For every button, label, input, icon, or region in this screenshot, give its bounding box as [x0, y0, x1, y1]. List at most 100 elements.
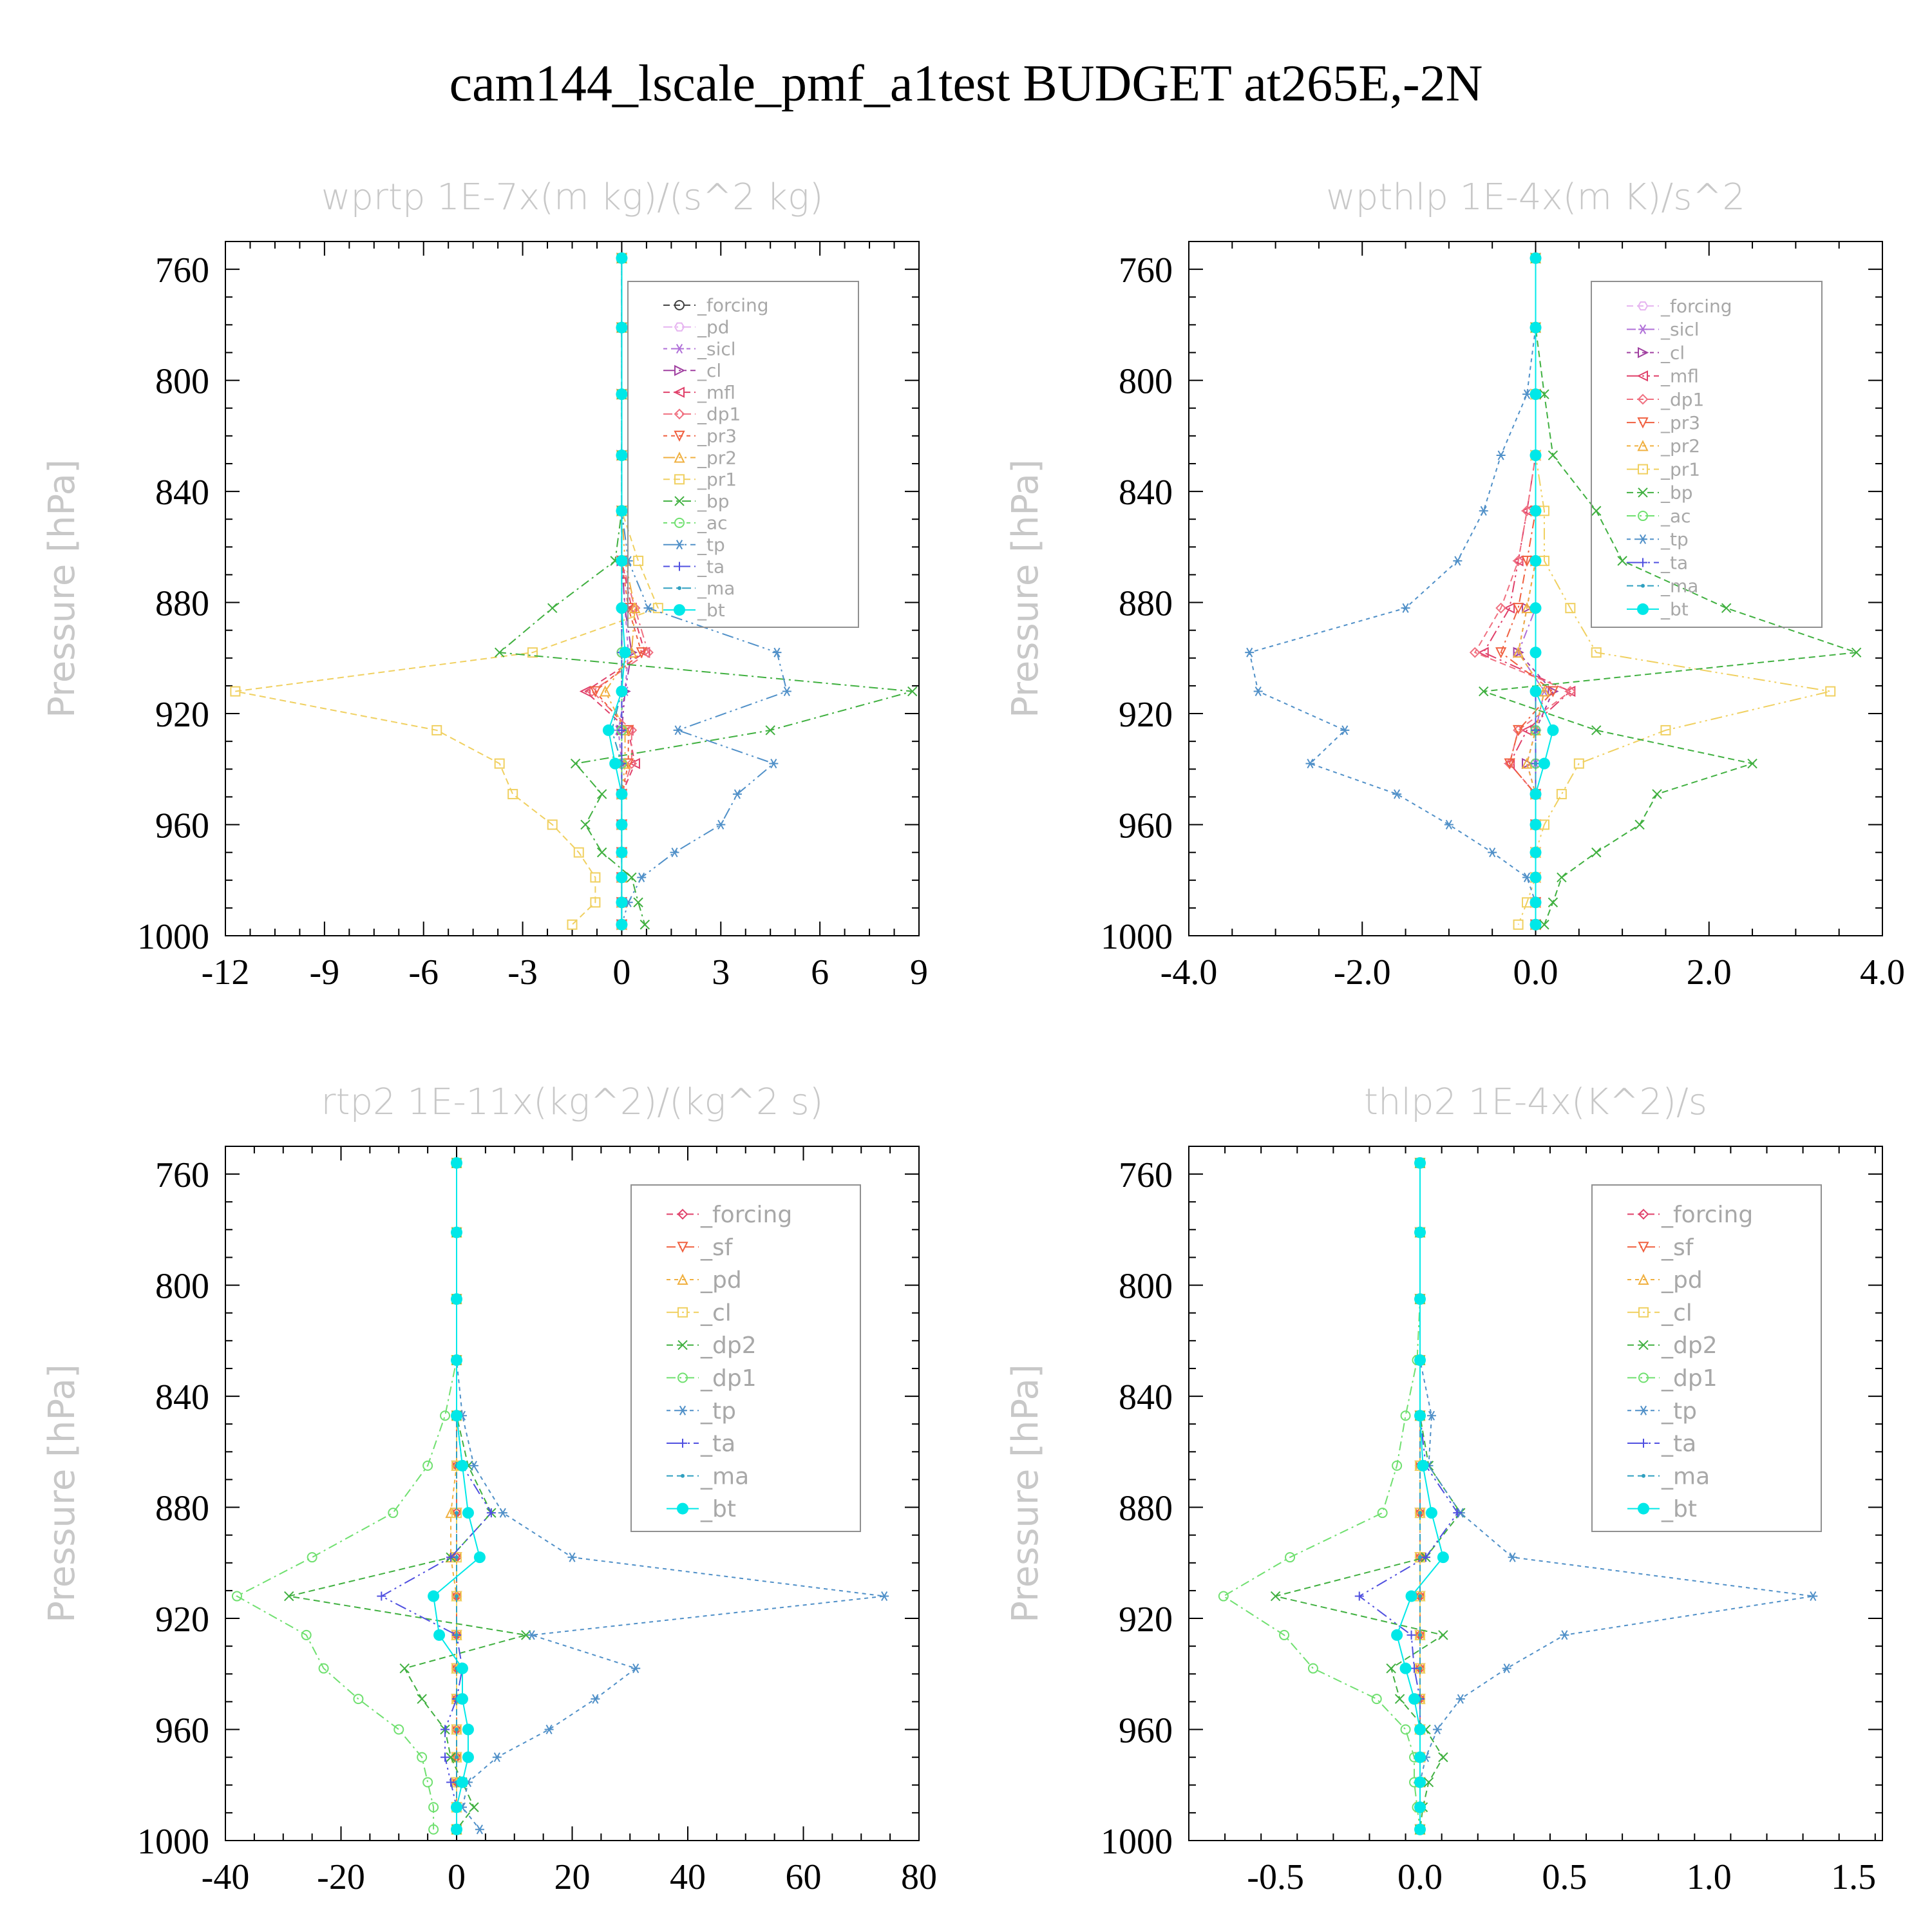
legend-marker [1638, 1372, 1649, 1383]
data-point [1496, 450, 1506, 460]
data-point [1479, 686, 1489, 697]
data-point [616, 685, 628, 697]
series-line [1222, 1162, 1421, 1830]
legend-label: _dp1 [1660, 389, 1704, 410]
y-tick-label: 880 [1119, 584, 1173, 624]
data-point [1548, 450, 1558, 460]
legend: _forcing _sf _pd _cl _dp2 _dp1 _tp _ta _ma _bt [1591, 1184, 1822, 1532]
legend-label: _dp1 [700, 1365, 757, 1392]
x-tick-label: 1.0 [1687, 1857, 1732, 1897]
data-point [782, 687, 791, 697]
data-point [422, 1777, 433, 1788]
data-point [1747, 758, 1757, 769]
data-point [626, 758, 638, 770]
legend-marker [1638, 534, 1647, 544]
data-point [1530, 846, 1542, 858]
legend-marker [674, 365, 686, 376]
data-point [1425, 1507, 1437, 1519]
legend-label: _pr1 [697, 469, 737, 490]
legend-marker [1638, 511, 1648, 522]
legend-marker [1637, 301, 1649, 311]
y-axis-label: Pressure [hPa] [41, 459, 83, 718]
data-point [567, 1552, 577, 1562]
data-point [1565, 603, 1576, 614]
data-point [1721, 603, 1732, 613]
data-point [616, 450, 628, 462]
data-point [579, 685, 591, 697]
data-point [353, 1694, 364, 1705]
y-tick-label: 920 [155, 695, 209, 735]
data-point [1354, 1591, 1364, 1601]
data-point [616, 896, 628, 909]
data-point [527, 1630, 536, 1640]
data-point [1557, 872, 1567, 883]
data-point [1530, 896, 1542, 909]
legend-label: _cl [1661, 1300, 1692, 1326]
data-point [1617, 556, 1627, 566]
data-point [616, 819, 628, 831]
data-point [1513, 555, 1524, 567]
data-point [1479, 506, 1488, 516]
data-point [1548, 685, 1559, 697]
data-point [428, 1824, 439, 1835]
legend-marker [678, 1405, 687, 1416]
data-point [1530, 252, 1542, 264]
data-point [616, 252, 628, 264]
y-axis-label: Pressure [hPa] [1005, 459, 1046, 718]
data-point [637, 872, 647, 882]
data-point [1533, 728, 1538, 732]
data-point [772, 647, 782, 658]
legend-label: _ta [700, 1431, 735, 1457]
legend-label: _forcing [700, 1202, 792, 1228]
data-point [547, 819, 558, 830]
data-point [1392, 1460, 1403, 1471]
data-point [1418, 1666, 1422, 1671]
data-point [1530, 918, 1542, 931]
data-point [616, 554, 628, 567]
data-point [769, 759, 779, 769]
x-tick-label: 0.0 [1513, 952, 1558, 992]
data-point [1495, 602, 1507, 614]
data-point [1400, 1410, 1411, 1421]
legend-marker [678, 1439, 687, 1448]
legend-label: _dp2 [1661, 1332, 1718, 1359]
data-point [1401, 603, 1410, 613]
legend-label: _cl [700, 1300, 732, 1326]
legend-marker [1638, 464, 1648, 475]
data-point [1391, 1629, 1403, 1641]
series-dp1 [231, 1157, 462, 1835]
data-point [732, 789, 742, 799]
x-tick-label: 0 [612, 952, 630, 992]
series-tp [452, 1158, 889, 1835]
chart-panel-rtp2: rtp2 1E-11x(kg^2)/(kg^2 s) Pressure [hPa]… [41, 1081, 937, 1897]
series-bt [1530, 252, 1559, 931]
y-tick-label: 1000 [137, 917, 209, 957]
data-point [1414, 1776, 1426, 1788]
legend-label: _ta [1661, 1431, 1696, 1457]
series-line [1517, 258, 1546, 925]
data-point [616, 846, 628, 858]
legend-marker [675, 343, 684, 354]
data-point [1414, 1823, 1426, 1835]
legend-marker [1638, 1502, 1649, 1515]
data-point [462, 1507, 474, 1519]
y-tick-label: 840 [1119, 473, 1173, 513]
legend-marker [677, 1340, 688, 1350]
data-point [1455, 1694, 1465, 1704]
data-point [1851, 647, 1862, 658]
data-point [1405, 1590, 1417, 1602]
series-line [1419, 1162, 1814, 1830]
data-point [1512, 724, 1524, 737]
series-dp1 [1218, 1157, 1425, 1835]
legend-marker [1641, 583, 1645, 588]
data-point [1307, 1663, 1318, 1674]
legend-marker [1637, 393, 1649, 405]
data-point [586, 686, 598, 697]
x-tick-label: -9 [310, 952, 340, 992]
legend-label: _ta [1660, 552, 1688, 573]
data-point [1539, 389, 1549, 399]
series-line [235, 1162, 457, 1830]
data-point [1488, 848, 1497, 858]
data-point [456, 1662, 468, 1674]
legend-label: _sf [1661, 1235, 1694, 1261]
